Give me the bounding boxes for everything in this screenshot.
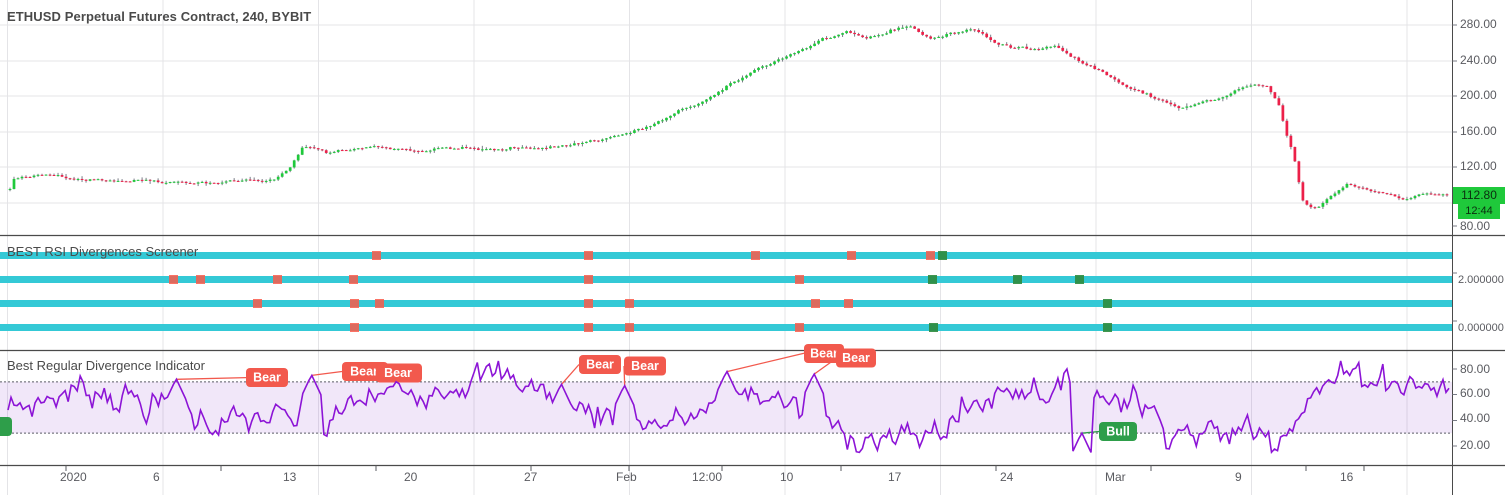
svg-text:Bear: Bear <box>586 358 614 372</box>
svg-text:Bear: Bear <box>631 359 659 373</box>
svg-text:Bear: Bear <box>253 371 281 385</box>
svg-text:Bear: Bear <box>384 366 412 380</box>
svg-text:Bear: Bear <box>350 365 378 379</box>
svg-text:Bull: Bull <box>1106 425 1130 439</box>
svg-text:Bear: Bear <box>810 347 838 361</box>
svg-text:Bear: Bear <box>842 351 870 365</box>
